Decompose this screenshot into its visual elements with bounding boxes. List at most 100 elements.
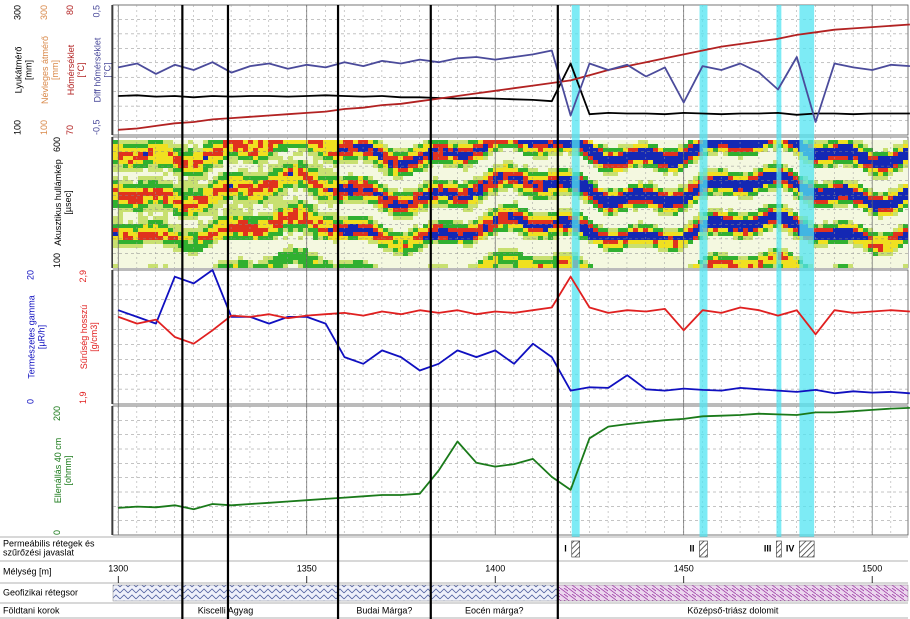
- waveform-cell: [848, 156, 853, 160]
- waveform-cell: [638, 216, 643, 220]
- waveform-cell: [528, 200, 533, 204]
- waveform-cell: [708, 228, 713, 232]
- waveform-cell: [858, 260, 863, 264]
- waveform-cell: [543, 172, 548, 176]
- waveform-cell: [593, 228, 598, 232]
- waveform-cell: [468, 216, 473, 220]
- waveform-cell: [193, 200, 198, 204]
- waveform-cell: [463, 244, 468, 248]
- waveform-cell: [518, 220, 523, 224]
- waveform-cell: [363, 252, 368, 256]
- waveform-cell: [563, 252, 568, 256]
- waveform-cell: [503, 168, 508, 172]
- waveform-cell: [833, 244, 838, 248]
- waveform-cell: [263, 244, 268, 248]
- waveform-cell: [563, 188, 568, 192]
- waveform-cell: [378, 248, 383, 252]
- waveform-cell: [483, 256, 488, 260]
- waveform-cell: [728, 244, 733, 248]
- waveform-cell: [423, 172, 428, 176]
- waveform-cell: [483, 196, 488, 200]
- waveform-cell: [368, 264, 373, 268]
- waveform-cell: [343, 256, 348, 260]
- waveform-cell: [608, 216, 613, 220]
- waveform-cell: [548, 256, 553, 260]
- waveform-cell: [138, 260, 143, 264]
- waveform-cell: [203, 184, 208, 188]
- waveform-cell: [378, 256, 383, 260]
- waveform-cell: [593, 156, 598, 160]
- waveform-cell: [793, 200, 798, 204]
- waveform-cell: [173, 144, 178, 148]
- waveform-cell: [783, 240, 788, 244]
- waveform-cell: [288, 256, 293, 260]
- waveform-cell: [433, 156, 438, 160]
- waveform-cell: [298, 220, 303, 224]
- waveform-cell: [848, 196, 853, 200]
- waveform-cell: [708, 184, 713, 188]
- waveform-cell: [828, 232, 833, 236]
- waveform-cell: [628, 168, 633, 172]
- waveform-cell: [863, 144, 868, 148]
- waveform-cell: [838, 216, 843, 220]
- waveform-cell: [393, 160, 398, 164]
- waveform-cell: [138, 228, 143, 232]
- waveform-cell: [253, 232, 258, 236]
- waveform-cell: [203, 216, 208, 220]
- waveform-cell: [478, 196, 483, 200]
- waveform-cell: [528, 188, 533, 192]
- waveform-cell: [388, 200, 393, 204]
- waveform-cell: [668, 248, 673, 252]
- waveform-cell: [623, 184, 628, 188]
- waveform-cell: [718, 220, 723, 224]
- waveform-cell: [293, 140, 298, 144]
- waveform-cell: [793, 196, 798, 200]
- waveform-cell: [443, 240, 448, 244]
- waveform-cell: [608, 160, 613, 164]
- waveform-cell: [838, 184, 843, 188]
- waveform-cell: [648, 160, 653, 164]
- waveform-cell: [638, 220, 643, 224]
- waveform-cell: [693, 216, 698, 220]
- waveform-cell: [288, 228, 293, 232]
- waveform-cell: [438, 224, 443, 228]
- waveform-cell: [838, 204, 843, 208]
- waveform-cell: [563, 244, 568, 248]
- waveform-cell: [633, 160, 638, 164]
- waveform-cell: [823, 224, 828, 228]
- waveform-cell: [483, 172, 488, 176]
- waveform-cell: [818, 236, 823, 240]
- waveform-cell: [368, 172, 373, 176]
- waveform-cell: [408, 184, 413, 188]
- waveform-cell: [248, 172, 253, 176]
- waveform-cell: [793, 232, 798, 236]
- waveform-cell: [158, 248, 163, 252]
- waveform-cell: [528, 264, 533, 268]
- waveform-cell: [648, 248, 653, 252]
- waveform-cell: [818, 264, 823, 268]
- waveform-cell: [418, 172, 423, 176]
- waveform-cell: [123, 176, 128, 180]
- waveform-cell: [878, 260, 883, 264]
- waveform-cell: [858, 204, 863, 208]
- waveform-cell: [238, 244, 243, 248]
- waveform-cell: [723, 252, 728, 256]
- waveform-cell: [848, 260, 853, 264]
- waveform-cell: [258, 264, 263, 268]
- waveform-cell: [588, 140, 593, 144]
- waveform-cell: [498, 144, 503, 148]
- waveform-cell: [123, 256, 128, 260]
- waveform-cell: [143, 264, 148, 268]
- waveform-cell: [473, 232, 478, 236]
- waveform-cell: [738, 152, 743, 156]
- waveform-cell: [363, 244, 368, 248]
- waveform-cell: [878, 140, 883, 144]
- waveform-cell: [243, 184, 248, 188]
- waveform-cell: [528, 256, 533, 260]
- waveform-cell: [833, 252, 838, 256]
- waveform-cell: [768, 200, 773, 204]
- waveform-cell: [118, 152, 123, 156]
- waveform-cell: [438, 244, 443, 248]
- waveform-cell: [443, 224, 448, 228]
- waveform-cell: [378, 176, 383, 180]
